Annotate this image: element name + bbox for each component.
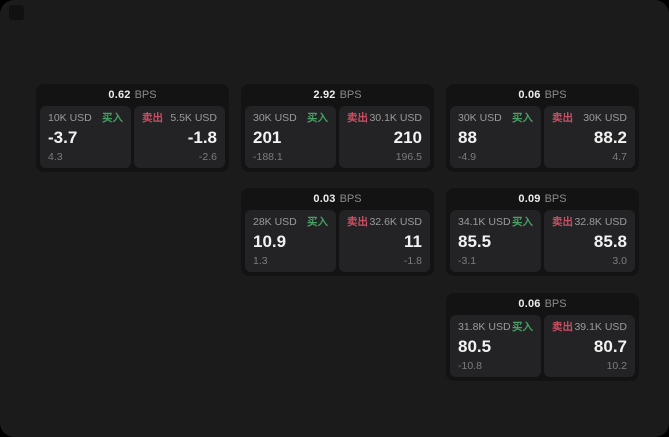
- buy-quote-panel[interactable]: 30K USD 买入 201 -188.1: [245, 106, 336, 168]
- buy-price-value: 201: [253, 127, 282, 147]
- buy-amount-label: 30K USD: [458, 112, 502, 124]
- sell-change-value: 196.5: [395, 151, 422, 163]
- buy-price-value: 80.5: [458, 336, 492, 356]
- buy-side-label: 买入: [512, 321, 533, 333]
- bps-header: 0.62 BPS: [36, 84, 229, 106]
- buy-quote-panel[interactable]: 31.8K USD 买入 80.5 -10.8: [450, 315, 541, 377]
- bps-unit: BPS: [544, 298, 567, 310]
- buy-side-label: 买入: [102, 112, 123, 124]
- quote-card[interactable]: 0.09 BPS 34.1K USD 买入 85.5 -3.1 卖出 32.8K…: [446, 188, 639, 276]
- sell-side-label: 卖出: [552, 216, 573, 228]
- quote-panels: 34.1K USD 买入 85.5 -3.1 卖出 32.8K USD 85.8…: [450, 210, 635, 272]
- bps-header: 0.06 BPS: [446, 84, 639, 106]
- buy-price-value: 85.5: [458, 231, 492, 251]
- buy-side-label: 买入: [307, 112, 328, 124]
- buy-quote-panel[interactable]: 34.1K USD 买入 85.5 -3.1: [450, 210, 541, 272]
- sell-change-value: 3.0: [612, 255, 627, 267]
- buy-change-value: -4.9: [458, 151, 477, 163]
- buy-price-value: 88: [458, 127, 477, 147]
- sell-quote-panel[interactable]: 卖出 39.1K USD 80.7 10.2: [544, 315, 635, 377]
- sell-amount-label: 32.8K USD: [574, 216, 627, 228]
- sell-price-value: 11: [404, 231, 422, 251]
- bps-value: 0.03: [313, 193, 336, 205]
- buy-side-label: 买入: [307, 216, 328, 228]
- bps-header: 0.06 BPS: [446, 293, 639, 315]
- buy-side-label: 买入: [512, 112, 533, 124]
- buy-change-value: -10.8: [458, 360, 482, 372]
- bps-header: 0.03 BPS: [241, 188, 434, 210]
- sell-side-label: 卖出: [142, 112, 163, 124]
- buy-quote-panel[interactable]: 28K USD 买入 10.9 1.3: [245, 210, 336, 272]
- quote-card[interactable]: 0.06 BPS 30K USD 买入 88 -4.9 卖出 30K USD 8…: [446, 84, 639, 172]
- bps-value: 2.92: [313, 89, 336, 101]
- buy-price-value: 10.9: [253, 231, 287, 251]
- sell-side-label: 卖出: [347, 112, 368, 124]
- buy-change-value: -3.1: [458, 255, 477, 267]
- buy-change-value: 1.3: [253, 255, 268, 267]
- buy-amount-label: 10K USD: [48, 112, 92, 124]
- sell-quote-panel[interactable]: 卖出 30K USD 88.2 4.7: [544, 106, 635, 168]
- sell-side-label: 卖出: [552, 321, 573, 333]
- bps-unit: BPS: [339, 89, 362, 101]
- bps-value: 0.06: [518, 298, 541, 310]
- quote-panels: 31.8K USD 买入 80.5 -10.8 卖出 39.1K USD 80.…: [450, 315, 635, 377]
- buy-change-value: 4.3: [48, 151, 63, 163]
- sell-change-value: 10.2: [606, 360, 627, 372]
- sell-price-value: 85.8: [593, 231, 627, 251]
- corner-logo-square: [9, 5, 24, 20]
- sell-side-label: 卖出: [347, 216, 368, 228]
- sell-quote-panel[interactable]: 卖出 5.5K USD -1.8 -2.6: [134, 106, 225, 168]
- sell-amount-label: 30.1K USD: [369, 112, 422, 124]
- bps-value: 0.62: [108, 89, 131, 101]
- bps-header: 2.92 BPS: [241, 84, 434, 106]
- bps-value: 0.06: [518, 89, 541, 101]
- sell-change-value: -1.8: [403, 255, 422, 267]
- buy-quote-panel[interactable]: 30K USD 买入 88 -4.9: [450, 106, 541, 168]
- quote-panels: 28K USD 买入 10.9 1.3 卖出 32.6K USD 11 -1.8: [245, 210, 430, 272]
- bps-header: 0.09 BPS: [446, 188, 639, 210]
- buy-amount-label: 28K USD: [253, 216, 297, 228]
- sell-price-value: -1.8: [187, 127, 217, 147]
- sell-price-value: 210: [393, 127, 422, 147]
- quote-panels: 30K USD 买入 201 -188.1 卖出 30.1K USD 210 1…: [245, 106, 430, 168]
- buy-amount-label: 34.1K USD: [458, 216, 511, 228]
- quote-panels: 10K USD 买入 -3.7 4.3 卖出 5.5K USD -1.8 -2.…: [40, 106, 225, 168]
- bps-unit: BPS: [134, 89, 157, 101]
- sell-change-value: -2.6: [198, 151, 217, 163]
- buy-quote-panel[interactable]: 10K USD 买入 -3.7 4.3: [40, 106, 131, 168]
- sell-amount-label: 39.1K USD: [574, 321, 627, 333]
- buy-amount-label: 31.8K USD: [458, 321, 511, 333]
- sell-amount-label: 5.5K USD: [170, 112, 217, 124]
- bps-unit: BPS: [339, 193, 362, 205]
- quote-panels: 30K USD 买入 88 -4.9 卖出 30K USD 88.2 4.7: [450, 106, 635, 168]
- quote-card[interactable]: 0.62 BPS 10K USD 买入 -3.7 4.3 卖出 5.5K USD…: [36, 84, 229, 172]
- buy-price-value: -3.7: [48, 127, 78, 147]
- buy-change-value: -188.1: [253, 151, 283, 163]
- sell-quote-panel[interactable]: 卖出 32.8K USD 85.8 3.0: [544, 210, 635, 272]
- quote-card[interactable]: 0.06 BPS 31.8K USD 买入 80.5 -10.8 卖出 39.1…: [446, 293, 639, 381]
- sell-quote-panel[interactable]: 卖出 30.1K USD 210 196.5: [339, 106, 430, 168]
- quote-card[interactable]: 0.03 BPS 28K USD 买入 10.9 1.3 卖出 32.6K US…: [241, 188, 434, 276]
- sell-price-value: 80.7: [593, 336, 627, 356]
- sell-amount-label: 32.6K USD: [369, 216, 422, 228]
- sell-price-value: 88.2: [593, 127, 627, 147]
- bps-unit: BPS: [544, 89, 567, 101]
- quote-card[interactable]: 2.92 BPS 30K USD 买入 201 -188.1 卖出 30.1K …: [241, 84, 434, 172]
- bps-unit: BPS: [544, 193, 567, 205]
- sell-change-value: 4.7: [612, 151, 627, 163]
- bps-value: 0.09: [518, 193, 541, 205]
- sell-amount-label: 30K USD: [583, 112, 627, 124]
- buy-amount-label: 30K USD: [253, 112, 297, 124]
- sell-side-label: 卖出: [552, 112, 573, 124]
- buy-side-label: 买入: [512, 216, 533, 228]
- sell-quote-panel[interactable]: 卖出 32.6K USD 11 -1.8: [339, 210, 430, 272]
